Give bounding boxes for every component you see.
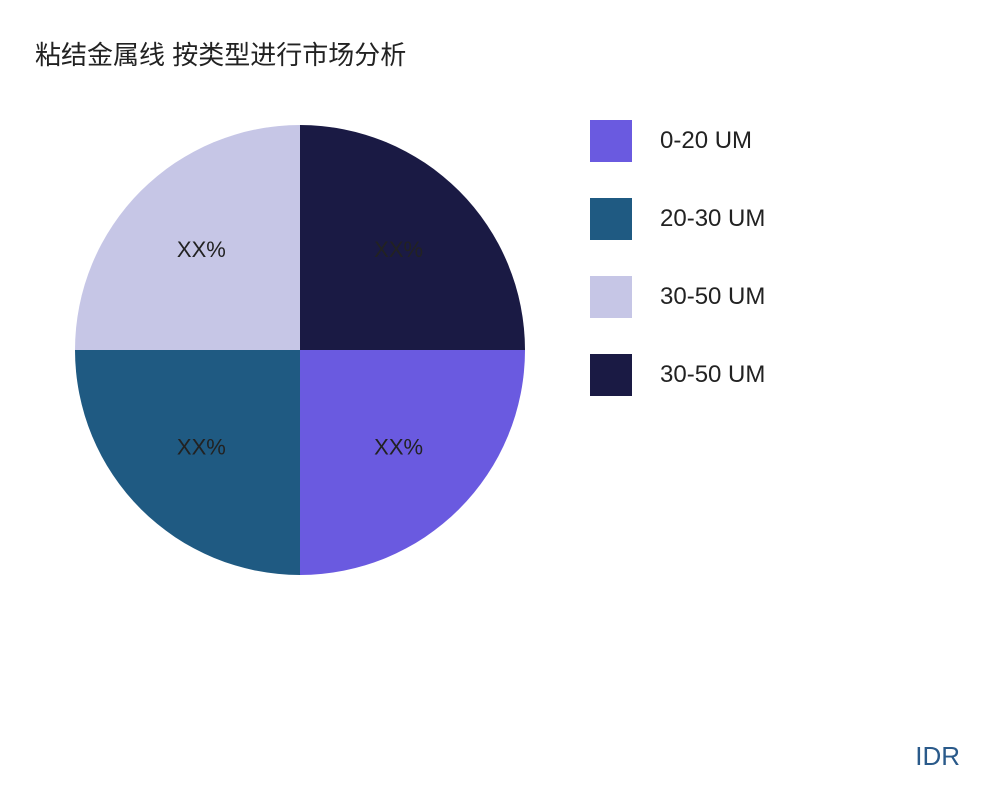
- legend-swatch: [590, 276, 632, 318]
- legend: 0-20 UM 20-30 UM 30-50 UM 30-50 UM: [590, 120, 765, 432]
- legend-item: 30-50 UM: [590, 354, 765, 396]
- legend-item: 20-30 UM: [590, 198, 765, 240]
- legend-swatch: [590, 120, 632, 162]
- pie-slice-label: XX%: [374, 237, 423, 262]
- pie-slice: [75, 350, 300, 575]
- legend-label: 30-50 UM: [660, 361, 765, 389]
- pie-slice: [300, 350, 525, 575]
- pie-slice-label: XX%: [374, 434, 423, 459]
- pie-slice-label: XX%: [177, 237, 226, 262]
- pie-group: [75, 125, 525, 575]
- pie-chart: XX% XX% XX% XX%: [60, 110, 540, 590]
- legend-label: 0-20 UM: [660, 127, 752, 155]
- legend-swatch: [590, 354, 632, 396]
- legend-label: 20-30 UM: [660, 205, 765, 233]
- pie-svg: XX% XX% XX% XX%: [60, 110, 540, 590]
- legend-label: 30-50 UM: [660, 283, 765, 311]
- legend-swatch: [590, 198, 632, 240]
- legend-item: 30-50 UM: [590, 276, 765, 318]
- footer-brand: IDR: [915, 741, 960, 772]
- pie-slice-label: XX%: [177, 434, 226, 459]
- chart-title: 粘结金属线 按类型进行市场分析: [35, 35, 406, 72]
- legend-item: 0-20 UM: [590, 120, 765, 162]
